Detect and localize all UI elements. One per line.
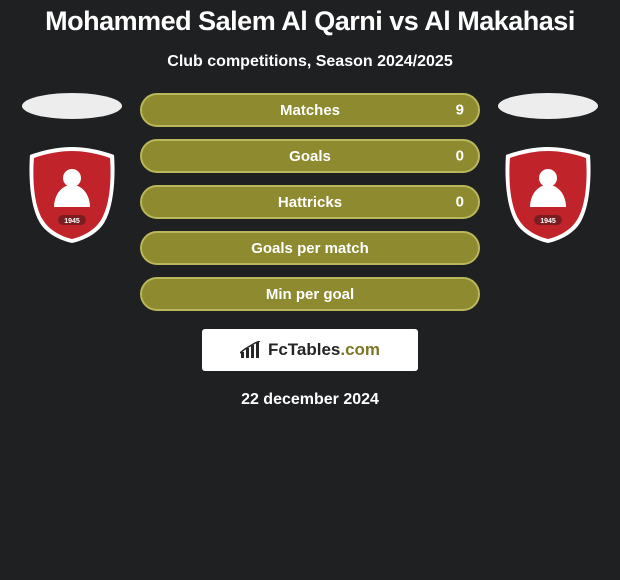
stat-row-goals-per-match: Goals per match [140,231,480,265]
svg-text:AL WEHDA CLUB: AL WEHDA CLUB [523,157,574,163]
watermark: FcTables.com [202,329,418,371]
watermark-text: FcTables.com [268,340,380,360]
stat-right-value: 0 [456,148,464,165]
shield-icon: 1945 AL WEHDA CLUB [22,145,122,245]
stat-right-value: 0 [456,194,464,211]
right-player-column: 1945 AL WEHDA CLUB [498,93,598,245]
stat-label: Hattricks [278,194,342,211]
stat-label: Goals per match [251,240,369,257]
subtitle: Club competitions, Season 2024/2025 [0,49,620,93]
shield-icon: 1945 AL WEHDA CLUB [498,145,598,245]
left-club-badge: 1945 AL WEHDA CLUB [22,145,122,245]
stat-label: Min per goal [266,286,354,303]
left-player-ellipse [22,93,122,119]
bar-chart-icon [240,341,262,359]
svg-text:AL WEHDA CLUB: AL WEHDA CLUB [47,157,98,163]
stat-row-min-per-goal: Min per goal [140,277,480,311]
watermark-brand: FcTables [268,340,340,359]
svg-text:1945: 1945 [64,218,80,225]
stat-label: Matches [280,102,340,119]
left-player-column: 1945 AL WEHDA CLUB [22,93,122,245]
stat-row-goals: Goals 0 [140,139,480,173]
stats-column: Matches 9 Goals 0 Hattricks 0 Goals per … [140,93,480,311]
stat-right-value: 9 [456,102,464,119]
stat-label: Goals [289,148,331,165]
stat-row-matches: Matches 9 [140,93,480,127]
date-line: 22 december 2024 [0,371,620,409]
watermark-tld: .com [340,340,380,359]
stat-row-hattricks: Hattricks 0 [140,185,480,219]
page-title: Mohammed Salem Al Qarni vs Al Makahasi [0,6,620,49]
comparison-body: 1945 AL WEHDA CLUB Matches 9 Goals 0 Hat… [0,93,620,311]
right-club-badge: 1945 AL WEHDA CLUB [498,145,598,245]
svg-text:1945: 1945 [540,218,556,225]
right-player-ellipse [498,93,598,119]
